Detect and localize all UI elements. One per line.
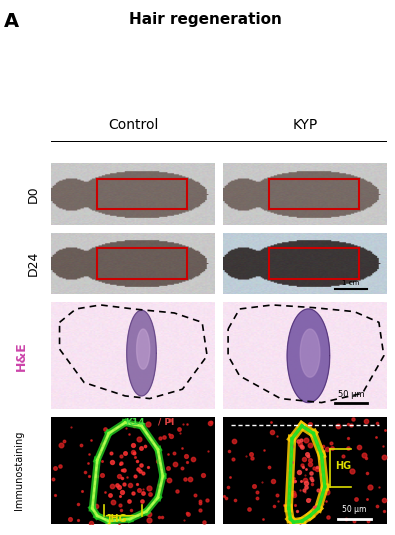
Text: A: A: [4, 12, 19, 31]
Polygon shape: [300, 329, 320, 377]
Text: / PI: / PI: [158, 418, 174, 427]
Text: 50 μm: 50 μm: [338, 390, 364, 399]
Polygon shape: [127, 310, 156, 396]
Text: Immunostaining: Immunostaining: [14, 431, 24, 510]
Polygon shape: [137, 329, 150, 369]
Text: K14: K14: [125, 418, 145, 427]
Polygon shape: [287, 309, 330, 402]
Text: 50 μm: 50 μm: [342, 505, 367, 514]
Text: H&E: H&E: [15, 341, 28, 371]
Bar: [97, 179, 187, 209]
Bar: [269, 179, 359, 209]
Text: HG: HG: [335, 461, 351, 471]
Text: 1 cm: 1 cm: [342, 280, 360, 286]
Text: Control: Control: [108, 118, 158, 132]
Text: ]HG: ]HG: [107, 514, 127, 524]
Bar: [97, 248, 187, 279]
Text: KYP: KYP: [293, 118, 318, 132]
Text: Hair regeneration: Hair regeneration: [129, 12, 282, 27]
Text: D24: D24: [27, 251, 40, 276]
Bar: [269, 248, 359, 279]
Text: D0: D0: [27, 185, 40, 203]
